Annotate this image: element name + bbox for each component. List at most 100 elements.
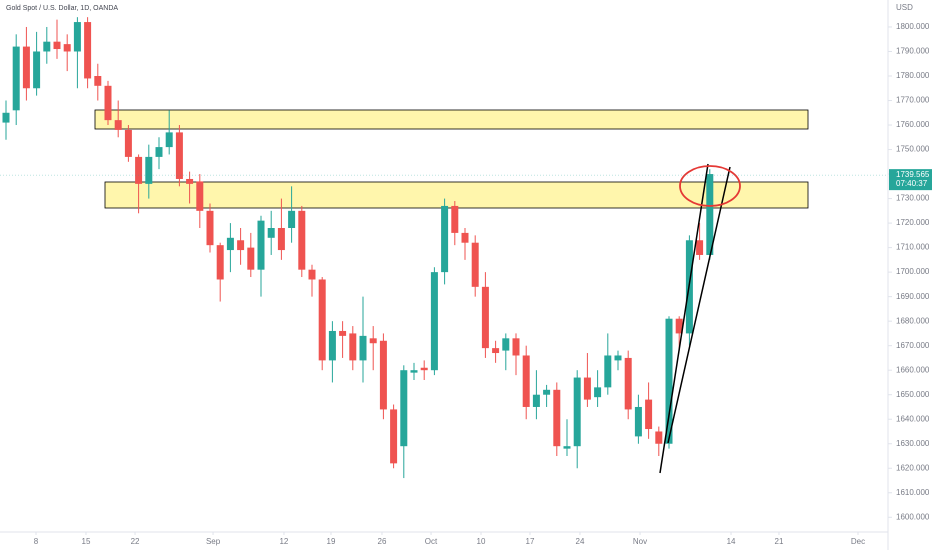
candle-body (492, 348, 500, 354)
candle-body (624, 357, 632, 410)
y-tick-label: 1640.000 (896, 414, 930, 423)
candle-body (155, 147, 163, 157)
trend-line (659, 163, 709, 474)
y-tick-label: 1710.000 (896, 243, 930, 252)
candle-body (226, 237, 234, 251)
y-tick-label: 1610.000 (896, 488, 930, 497)
candle-body (665, 318, 673, 444)
axes: 1600.000 1610.000 1620.000 1630.000 1640.000… (0, 22, 932, 546)
candle-body (237, 240, 245, 251)
x-tick-label: 14 (727, 537, 736, 546)
candle-body (349, 333, 357, 361)
y-tick-label: 1690.000 (896, 292, 930, 301)
candle-body (430, 272, 438, 371)
candle-body (43, 41, 51, 52)
candle-body (390, 409, 398, 464)
candle-body (675, 318, 683, 334)
x-tick-label: 26 (378, 537, 387, 546)
y-tick-label: 1600.000 (896, 512, 930, 521)
x-tick-label: Dec (851, 537, 865, 546)
y-tick-label: 1790.000 (896, 47, 930, 56)
candle-body (522, 355, 530, 407)
countdown-label: 07:40:37 (896, 179, 928, 188)
x-tick-label: Oct (425, 537, 438, 546)
candle-body (604, 355, 612, 388)
x-tick-label: 21 (775, 537, 784, 546)
candle-body (573, 377, 581, 447)
candle-body (369, 338, 377, 344)
y-tick-label: 1680.000 (896, 316, 930, 325)
candle-body (135, 156, 143, 184)
y-tick-label: 1730.000 (896, 194, 930, 203)
candle-body (165, 132, 173, 148)
y-tick-label: 1770.000 (896, 96, 930, 105)
x-tick-label: Sep (206, 537, 221, 546)
candle-body (257, 220, 265, 270)
candle-body (400, 370, 408, 447)
x-tick-label: 17 (526, 537, 535, 546)
candle-body (196, 181, 204, 211)
last-price-label: 1739.565 (896, 170, 930, 179)
candle-body (594, 387, 602, 398)
candle-body (328, 330, 336, 361)
chart-title: Gold Spot / U.S. Dollar, 1D, OANDA (6, 5, 118, 12)
candle-body (267, 228, 275, 238)
candle-body (543, 389, 551, 395)
candle-body (298, 210, 306, 270)
candle-body (614, 355, 622, 361)
candle-body (471, 242, 479, 287)
x-tick-label: 8 (34, 537, 39, 546)
x-tick-label: 15 (82, 537, 91, 546)
y-tick-label: 1700.000 (896, 267, 930, 276)
candle-body (73, 22, 81, 52)
resistance-zone (104, 181, 809, 209)
x-tick-label: 24 (576, 537, 585, 546)
candle-body (339, 330, 347, 336)
candle-body (277, 228, 285, 251)
y-tick-label: 1620.000 (896, 463, 930, 472)
candle-body (645, 399, 653, 430)
candle-body (563, 446, 571, 449)
candle-body (22, 46, 30, 89)
y-tick-label: 1780.000 (896, 71, 930, 80)
x-tick-label: 22 (131, 537, 140, 546)
candle-body (318, 279, 326, 361)
highlight-ellipse (679, 165, 741, 207)
candle-body (481, 286, 489, 349)
y-tick-label: 1760.000 (896, 120, 930, 129)
candle-body (53, 41, 61, 50)
candle-body (441, 205, 449, 273)
candle-body (461, 232, 469, 243)
candle-body (451, 205, 459, 233)
y-tick-label: 1750.000 (896, 145, 930, 154)
x-tick-label: 12 (279, 537, 288, 546)
candles (2, 17, 714, 479)
y-tick-label: 1800.000 (896, 22, 930, 31)
candle-body (583, 377, 591, 400)
resistance-zone (94, 109, 809, 130)
candle-body (308, 269, 316, 280)
candle-body (2, 112, 10, 123)
candle-body (175, 132, 183, 179)
candle-body (553, 389, 561, 447)
candle-body (186, 178, 194, 184)
candle-body (12, 46, 20, 111)
candle-body (379, 340, 387, 410)
candle-body (502, 338, 510, 351)
candle-body (532, 394, 540, 407)
candle-body (94, 76, 102, 86)
candle-body (655, 431, 663, 444)
candle-body (84, 22, 92, 79)
candle-body (124, 129, 132, 157)
candle-body (216, 245, 224, 280)
y-tick-label: 1670.000 (896, 341, 930, 350)
y-tick-label: 1720.000 (896, 218, 930, 227)
candle-body (145, 156, 153, 184)
x-tick-label: 19 (327, 537, 336, 546)
candle-body (63, 44, 71, 52)
candle-body (512, 338, 520, 356)
candle-body (359, 335, 367, 361)
